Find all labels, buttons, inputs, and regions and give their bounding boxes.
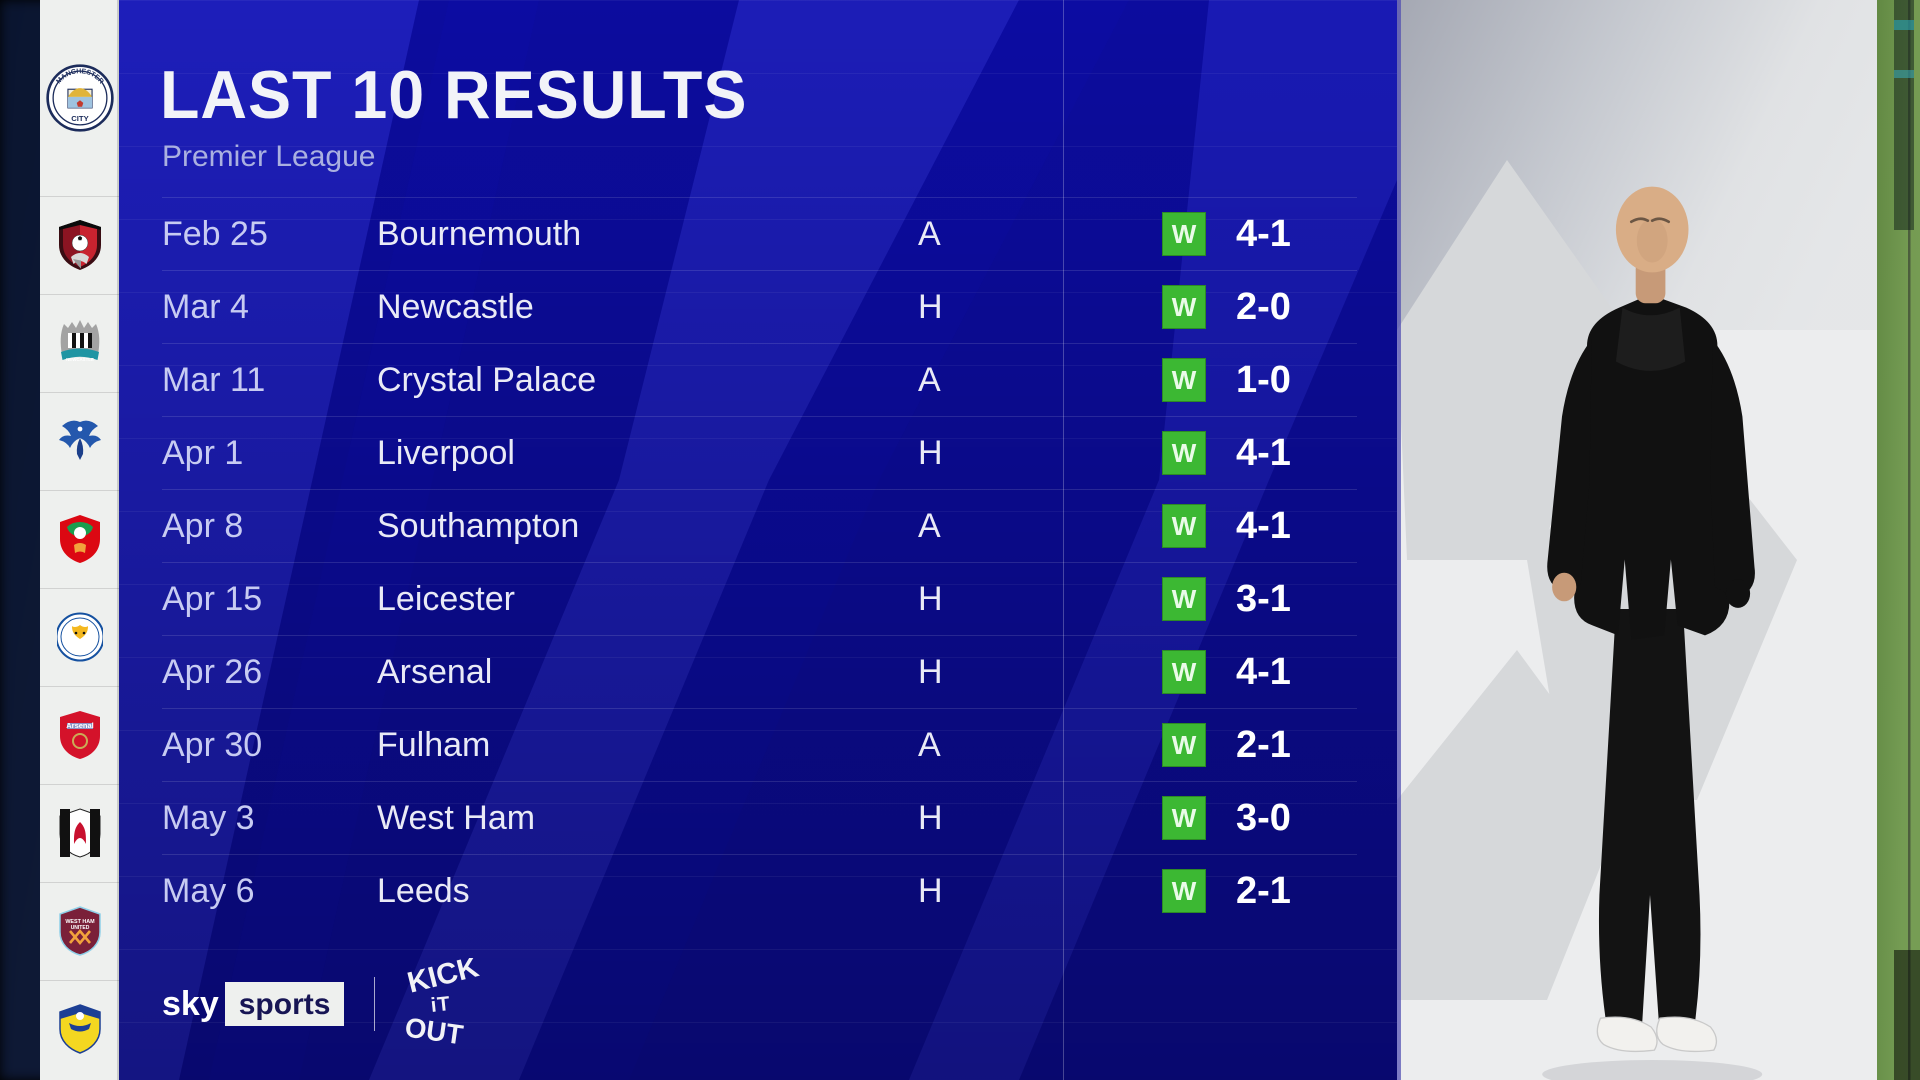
svg-text:iT: iT — [430, 993, 452, 1017]
svg-text:NEWCASTLE: NEWCASTLE — [66, 357, 94, 362]
svg-text:OUT: OUT — [405, 1012, 465, 1050]
svg-text:Arsenal: Arsenal — [66, 721, 94, 730]
svg-text:CITY: CITY — [71, 114, 88, 123]
